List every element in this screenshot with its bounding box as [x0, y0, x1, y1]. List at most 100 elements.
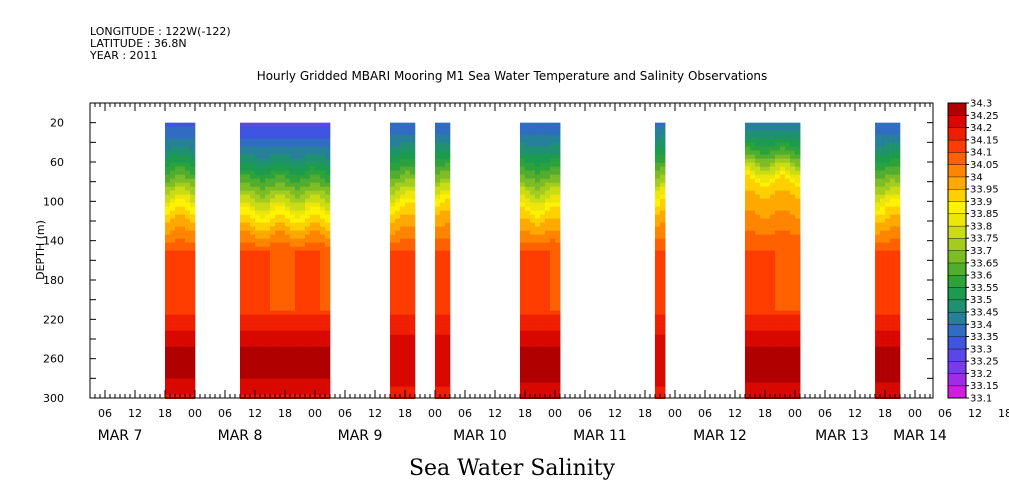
colorbar-swatch — [947, 176, 967, 190]
colorbar-label: 33.15 — [970, 381, 999, 392]
colorbar-label: 33.7 — [970, 246, 992, 257]
colorbar-label: 33.95 — [970, 185, 999, 196]
x-tick-label: 18 — [998, 407, 1009, 420]
colorbar-swatch — [947, 151, 967, 165]
contour-field — [165, 122, 901, 399]
x-tick-label: 12 — [848, 407, 862, 420]
colorbar-label: 33.6 — [970, 271, 992, 282]
y-tick-label: 100 — [43, 195, 64, 208]
x-tick-label: 18 — [518, 407, 532, 420]
salinity-segment — [240, 122, 331, 399]
plot-frame — [89, 102, 934, 399]
colorbar-swatch — [947, 324, 967, 337]
colorbar-label: 33.3 — [970, 344, 992, 355]
y-tick-label: 180 — [43, 274, 64, 287]
colorbar-label: 34.25 — [970, 111, 999, 122]
colorbar-swatch — [947, 250, 967, 264]
colorbar-label: 33.75 — [970, 234, 999, 245]
salinity-segment — [390, 122, 416, 399]
colorbar-label: 34.15 — [970, 135, 999, 146]
colorbar-swatch — [947, 299, 967, 313]
x-tick-label: 00 — [788, 407, 802, 420]
colorbar-swatch — [947, 360, 967, 374]
colorbar-label: 33.5 — [970, 295, 992, 306]
colorbar-swatch — [947, 262, 967, 276]
x-tick-label: 00 — [908, 407, 922, 420]
y-axis-label: DEPTH (m) — [34, 220, 47, 280]
chart-title: Hourly Gridded MBARI Mooring M1 Sea Wate… — [257, 69, 768, 83]
longitude-label: LONGITUDE : 122W(-122) — [90, 25, 231, 38]
x-day-label: MAR 12 — [693, 428, 747, 444]
x-tick-label: 12 — [368, 407, 382, 420]
colorbar-swatch — [947, 385, 967, 399]
x-tick-label: 06 — [458, 407, 472, 420]
colorbar-swatch — [947, 164, 967, 178]
x-tick-label: 06 — [98, 407, 112, 420]
colorbar-label: 33.85 — [970, 209, 999, 220]
colorbar-label: 33.2 — [970, 369, 992, 380]
x-tick-label: 12 — [608, 407, 622, 420]
salinity-segment — [744, 122, 801, 399]
colorbar-swatch — [947, 287, 967, 301]
colorbar-label: 33.9 — [970, 197, 992, 208]
colorbar-swatch — [947, 336, 967, 350]
colorbar-swatch — [947, 274, 967, 288]
x-tick-label: 06 — [578, 407, 592, 420]
colorbar-swatch — [947, 225, 967, 239]
x-day-label: MAR 14 — [893, 428, 947, 444]
colorbar-label: 34.05 — [970, 160, 999, 171]
x-tick-label: 18 — [278, 407, 292, 420]
y-tick-label: 140 — [43, 235, 64, 248]
y-tick-label: 20 — [50, 117, 64, 130]
x-day-label: MAR 7 — [98, 428, 143, 444]
x-tick-label: 18 — [638, 407, 652, 420]
x-tick-label: 00 — [428, 407, 442, 420]
colorbar-swatch — [947, 348, 967, 362]
x-tick-label: 06 — [218, 407, 232, 420]
x-tick-label: 12 — [248, 407, 262, 420]
y-tick-label: 60 — [50, 156, 64, 169]
x-tick-label: 18 — [878, 407, 892, 420]
x-axis: 06 12 18 00 06 12 18 00 06 12 18 00 06 12 18 00 06 12 18 00… — [89, 103, 1009, 444]
colorbar-swatch — [947, 188, 967, 202]
y-axis: 20 60 100 140 180 220 260 300 — [43, 117, 933, 405]
x-tick-label: 18 — [398, 407, 412, 420]
x-day-label: MAR 8 — [218, 428, 263, 444]
colorbar-swatch — [947, 102, 967, 116]
y-tick-label: 300 — [43, 392, 64, 405]
colorbar-swatch — [947, 127, 967, 141]
x-tick-label: 06 — [338, 407, 352, 420]
x-tick-label: 06 — [818, 407, 832, 420]
colorbar-swatch — [947, 311, 967, 325]
chart-subtitle: Sea Water Salinity — [409, 456, 616, 481]
x-tick-label: 12 — [728, 407, 742, 420]
salinity-segment — [435, 122, 451, 399]
colorbar-label: 33.35 — [970, 332, 999, 343]
x-tick-label: 12 — [488, 407, 502, 420]
colorbar-label: 33.65 — [970, 258, 999, 269]
colorbar-label: 33.55 — [970, 283, 999, 294]
colorbar-label: 33.8 — [970, 221, 992, 232]
salinity-segment — [519, 122, 561, 399]
colorbar-label: 34.1 — [970, 148, 992, 159]
salinity-segment — [654, 122, 666, 399]
colorbar-label: 34.2 — [970, 123, 992, 134]
colorbar-label: 34 — [970, 172, 983, 183]
colorbar-label: 33.1 — [970, 394, 992, 405]
x-tick-label: 00 — [668, 407, 682, 420]
y-tick-label: 260 — [43, 353, 64, 366]
x-tick-label: 06 — [938, 407, 952, 420]
colorbar-label: 33.45 — [970, 307, 999, 318]
colorbar-swatch — [947, 213, 967, 227]
colorbar-label: 34.3 — [970, 99, 992, 110]
latitude-label: LATITUDE : 36.8N — [90, 37, 187, 50]
y-tick-label: 220 — [43, 313, 64, 326]
x-tick-label: 06 — [698, 407, 712, 420]
x-tick-label: 18 — [158, 407, 172, 420]
x-day-label: MAR 9 — [338, 428, 383, 444]
x-day-label: MAR 13 — [815, 428, 869, 444]
colorbar-swatch — [947, 139, 967, 153]
salinity-segment — [875, 122, 901, 399]
colorbar-label: 33.4 — [970, 320, 992, 331]
